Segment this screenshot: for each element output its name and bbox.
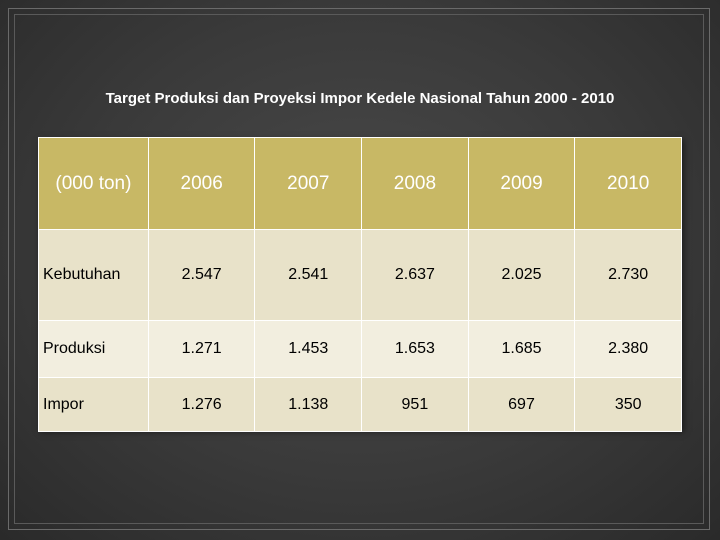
table-cell: 2.541: [254, 229, 363, 321]
slide-title: Target Produksi dan Proyeksi Impor Kedel…: [105, 90, 615, 107]
table-cell: 1.271: [147, 320, 256, 378]
table-row-impor: Impor 1.276 1.138 951 697 350: [38, 377, 682, 432]
table-cell: 2.380: [574, 320, 682, 378]
table-cell: 2.025: [467, 229, 576, 321]
table-cell: 350: [574, 377, 682, 432]
header-year-2008: 2008: [361, 137, 469, 230]
table-cell: 2.547: [147, 229, 256, 321]
table-header-row: (000 ton) 2006 2007 2008 2009 2010: [38, 137, 682, 230]
header-year-2010: 2010: [574, 137, 682, 230]
slide-inner-frame: [14, 14, 704, 524]
row-label: Produksi: [38, 320, 149, 378]
row-label: Kebutuhan: [38, 229, 149, 321]
table-cell: 1.685: [467, 320, 576, 378]
row-label: Impor: [38, 377, 149, 432]
header-year-2006: 2006: [147, 137, 256, 230]
header-unit: (000 ton): [38, 137, 149, 230]
table-cell: 2.637: [361, 229, 469, 321]
table-row-kebutuhan: Kebutuhan 2.547 2.541 2.637 2.025 2.730: [38, 229, 682, 321]
table-cell: 1.453: [254, 320, 363, 378]
header-year-2009: 2009: [467, 137, 576, 230]
table-cell: 1.138: [254, 377, 363, 432]
table-cell: 1.276: [147, 377, 256, 432]
table-row-produksi: Produksi 1.271 1.453 1.653 1.685 2.380: [38, 320, 682, 378]
data-table-container: (000 ton) 2006 2007 2008 2009 2010 Kebut…: [38, 137, 682, 432]
header-year-2007: 2007: [254, 137, 363, 230]
data-table: (000 ton) 2006 2007 2008 2009 2010 Kebut…: [38, 137, 682, 432]
table-cell: 951: [361, 377, 469, 432]
slide-outer-frame: [8, 8, 710, 530]
table-cell: 697: [467, 377, 576, 432]
table-cell: 1.653: [361, 320, 469, 378]
table-cell: 2.730: [574, 229, 682, 321]
